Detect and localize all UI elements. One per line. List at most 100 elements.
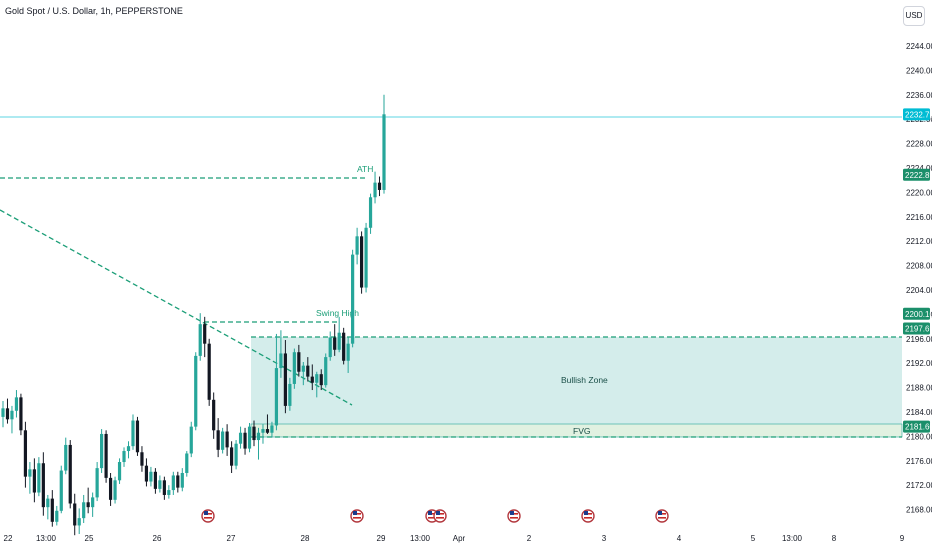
candle-body <box>342 332 346 361</box>
us-flag-event-icon[interactable] <box>507 509 521 523</box>
x-tick-label: 3 <box>602 534 607 543</box>
candle-body <box>292 352 296 384</box>
x-tick-label: 13:00 <box>782 534 803 543</box>
y-tick-label: 2208.00 <box>906 262 932 271</box>
candle-body <box>230 447 234 466</box>
currency-button[interactable]: USD <box>903 6 925 26</box>
candle <box>342 327 346 365</box>
candle <box>55 505 59 526</box>
y-tick-label: 2220.00 <box>906 188 932 197</box>
candle-body <box>158 480 162 489</box>
candle <box>306 357 310 382</box>
candle-body <box>77 518 81 526</box>
candle <box>189 421 193 458</box>
time-axis[interactable]: 22 13:00 25 26 27 28 29 13:00 Apr 2 3 4 5 13:00 8 9 <box>4 534 905 543</box>
candle <box>108 473 113 506</box>
candle-body <box>238 432 243 444</box>
candle <box>346 337 350 373</box>
candle-body <box>225 431 229 448</box>
y-tick-label: 2172.00 <box>906 481 932 490</box>
candle <box>283 340 287 414</box>
candle-body <box>221 431 225 450</box>
y-tick-label: 2240.00 <box>906 66 932 75</box>
candle <box>122 447 126 467</box>
candle-body <box>19 397 23 431</box>
x-tick-label: 27 <box>227 534 236 543</box>
candle <box>230 441 234 473</box>
candle <box>315 371 319 398</box>
candle <box>32 458 36 503</box>
candle-body <box>59 470 63 511</box>
candle-body <box>247 426 252 449</box>
x-tick-label: 13:00 <box>410 534 431 543</box>
chart-drawings: ATH Swing High Bullish Zone FVG <box>0 116 903 438</box>
y-tick-label: 2180.00 <box>906 432 932 441</box>
ath-label: ATH <box>357 164 373 174</box>
candle <box>180 468 184 492</box>
candle-body <box>351 254 355 344</box>
candle-body <box>198 324 202 356</box>
candle <box>252 420 256 447</box>
candle <box>176 471 180 493</box>
candle-body <box>1 408 5 417</box>
candle <box>261 424 265 444</box>
candle <box>37 457 41 497</box>
us-flag-event-icon[interactable] <box>433 509 447 523</box>
candle <box>328 331 332 361</box>
candle-body <box>337 332 341 350</box>
y-tick-label: 2228.00 <box>906 140 932 149</box>
candle-body <box>5 408 10 420</box>
candle <box>59 465 63 514</box>
candle <box>14 390 19 418</box>
candle-body <box>41 463 45 508</box>
candle <box>234 440 238 470</box>
candle <box>82 494 86 524</box>
candle-body <box>203 324 207 344</box>
candle <box>117 458 122 484</box>
y-tick-label: 2216.00 <box>906 213 932 222</box>
candle-body <box>377 182 382 190</box>
candle-body <box>113 480 117 500</box>
candle-body <box>328 337 332 358</box>
candle <box>310 364 314 391</box>
candle <box>243 427 247 455</box>
candle-body <box>32 469 36 493</box>
candle <box>337 316 341 353</box>
x-tick-label: 9 <box>900 534 905 543</box>
y-tick-label: 2196.00 <box>906 335 932 344</box>
event-markers <box>201 509 669 523</box>
candle-body <box>279 353 283 369</box>
candle-body <box>135 420 140 453</box>
price-tag-bg <box>903 307 930 320</box>
candle <box>333 324 337 356</box>
price-tag-fvg-bottom: 2181.60 <box>903 420 932 433</box>
candle-body <box>82 502 86 519</box>
us-flag-event-icon[interactable] <box>350 509 364 523</box>
price-tag-zone-top: 2197.69 <box>903 322 932 335</box>
candle-body <box>180 473 184 488</box>
y-tick-label: 2168.00 <box>906 506 932 515</box>
candle <box>91 492 95 517</box>
candle <box>19 393 23 436</box>
candle <box>77 508 81 534</box>
candle-body <box>301 365 305 372</box>
us-flag-event-icon[interactable] <box>581 509 595 523</box>
candle-body <box>306 365 310 377</box>
y-tick-label: 2236.00 <box>906 91 932 100</box>
x-tick-label: 25 <box>85 534 94 543</box>
us-flag-event-icon[interactable] <box>655 509 669 523</box>
price-tag-bg <box>903 108 930 121</box>
candle-body <box>212 399 216 431</box>
us-flag-event-icon[interactable] <box>201 509 215 523</box>
candle-body <box>216 430 220 450</box>
candle <box>198 313 202 361</box>
candle-body <box>64 444 68 471</box>
y-tick-label: 2244.00 <box>906 42 932 51</box>
candle-body <box>364 227 368 288</box>
candle-body <box>86 502 90 508</box>
candle-body <box>73 503 77 526</box>
candle <box>265 414 270 434</box>
candle-body <box>194 355 198 427</box>
price-tag-text: 2222.89 <box>905 171 932 180</box>
